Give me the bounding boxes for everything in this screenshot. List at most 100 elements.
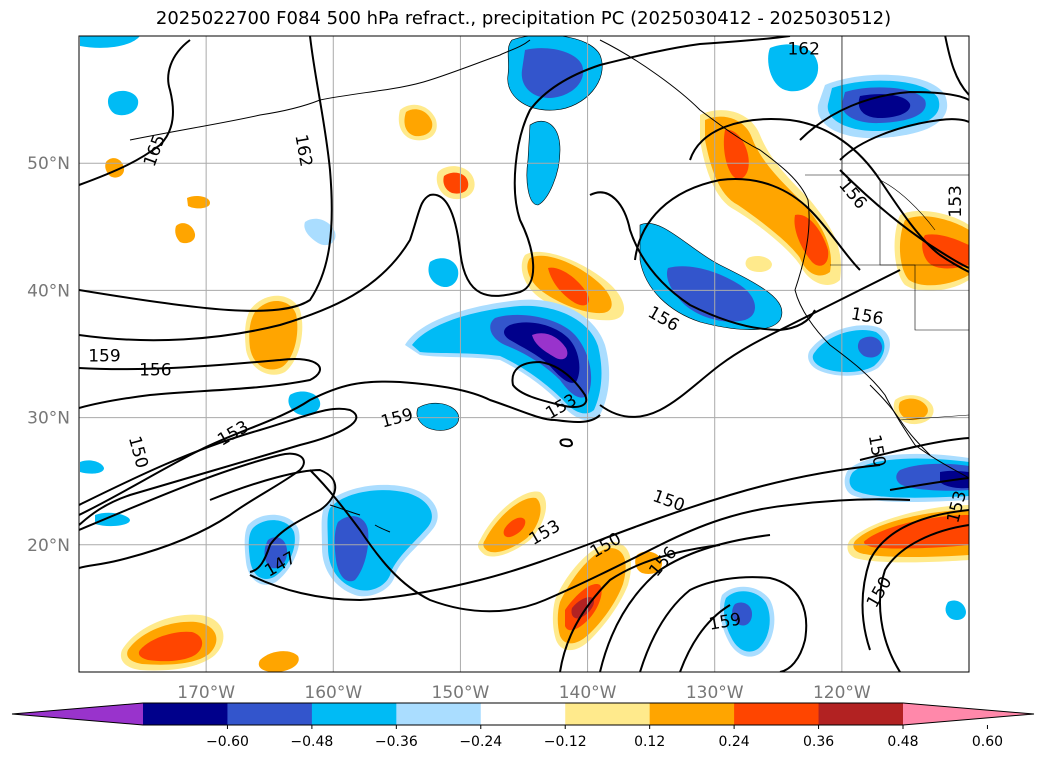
contour-line <box>79 36 333 312</box>
precip-blob <box>258 651 299 672</box>
contour-label-text: 150 <box>863 573 897 611</box>
contour-line <box>599 269 901 418</box>
contour-label-text: 156 <box>834 176 870 214</box>
contour-label: 156 <box>849 304 884 329</box>
precip-blob <box>898 398 928 421</box>
contour-line <box>639 576 808 672</box>
precip-blob <box>768 44 819 92</box>
colorbar-tick-label: −0.48 <box>290 734 333 750</box>
colorbar-segment <box>143 703 228 725</box>
contour-line <box>79 407 358 526</box>
longitude-labels: 170°W 160°W 150°W 140°W 130°W 120°W <box>177 683 871 703</box>
contour-label-text: 153 <box>214 417 252 451</box>
colorbar-segment <box>396 703 482 725</box>
colorbar-outline <box>11 702 1035 726</box>
precip-blob <box>428 258 459 288</box>
precip-blob <box>745 256 772 272</box>
contour-line <box>879 524 969 672</box>
precip-blob <box>416 402 459 431</box>
contour-line <box>944 36 969 96</box>
contour-label-text: 159 <box>88 346 120 366</box>
refractivity-contours <box>79 36 969 672</box>
graticule <box>79 36 969 672</box>
precip-blob <box>304 218 336 246</box>
colorbar-tick-label: −0.12 <box>544 734 587 750</box>
lat-tick-label: 20°N <box>27 536 70 556</box>
precip-blob <box>858 94 911 118</box>
contour-line <box>689 118 969 273</box>
precip-blob <box>334 516 369 582</box>
precip-blob <box>443 172 469 194</box>
contour-line <box>559 438 573 448</box>
contour-line <box>209 468 337 573</box>
colorbar-segment <box>227 703 313 725</box>
map-frame <box>78 35 970 673</box>
precip-blob <box>857 336 883 358</box>
contour-line <box>249 464 881 602</box>
colorbar-extend-max <box>903 703 1034 725</box>
lon-tick-label: 170°W <box>177 683 235 703</box>
colorbar-tick-label: −0.24 <box>459 734 502 750</box>
colorbar-segment <box>818 703 904 725</box>
contour-label: 150 <box>124 434 152 471</box>
precip-blob <box>635 551 663 574</box>
coastline <box>129 99 321 141</box>
precip-blob <box>945 600 966 620</box>
contour-line <box>79 452 305 569</box>
colorbar-tick-label: 0.36 <box>803 734 834 750</box>
lat-tick-label: 50°N <box>27 154 70 174</box>
contour-line <box>839 118 969 161</box>
contour-line <box>889 477 969 491</box>
precip-blob <box>732 602 752 626</box>
contour-label-text: 153 <box>946 185 966 217</box>
contour-line <box>559 544 721 672</box>
colorbar-segment <box>565 703 651 725</box>
lon-tick-label: 130°W <box>686 683 744 703</box>
colorbar-segment <box>734 703 820 725</box>
precip-blob <box>175 223 196 244</box>
contour-label: 162 <box>787 40 819 60</box>
precip-blob <box>80 36 140 48</box>
precip-blob <box>187 195 210 209</box>
contour-label-text: 165 <box>140 132 170 169</box>
lon-tick-label: 120°W <box>813 683 871 703</box>
contour-label-text: 162 <box>787 40 819 60</box>
precip-blob <box>571 597 595 619</box>
colorbar-segment <box>649 703 735 725</box>
contour-label: 156 <box>645 543 681 581</box>
contour-line <box>839 169 969 269</box>
precip-blob <box>504 322 580 383</box>
colorbar-tick-label: −0.36 <box>375 734 418 750</box>
precip-blob <box>521 48 584 98</box>
contour-line <box>634 178 861 271</box>
latitude-labels: 50°N 40°N 30°N 20°N <box>27 154 70 556</box>
precip-blob <box>249 300 298 370</box>
contour-line <box>679 604 731 672</box>
precip-blob <box>864 515 969 549</box>
contour-line <box>79 36 791 342</box>
contour-line <box>79 358 321 409</box>
contour-line <box>861 509 969 651</box>
colorbar-segment <box>480 703 566 725</box>
colorbar-tick-label: 0.12 <box>634 734 665 750</box>
border <box>830 264 969 331</box>
map-title: 2025022700 F084 500 hPa refract., precip… <box>155 8 892 29</box>
colorbar: −0.60 −0.48 −0.36 −0.24 −0.12 0.12 0.24 0.36 0.4… <box>11 702 1035 750</box>
contour-label-text: 156 <box>849 304 884 329</box>
contour-line <box>799 90 969 141</box>
lon-tick-label: 160°W <box>304 683 362 703</box>
precip-blob <box>138 631 203 662</box>
contour-line <box>511 360 588 408</box>
colorbar-tick-label: 0.24 <box>719 734 750 750</box>
precip-blob <box>80 460 104 474</box>
precip-blob <box>107 90 139 116</box>
contour-line <box>589 191 816 332</box>
lon-tick-label: 140°W <box>559 683 617 703</box>
lon-tick-label: 150°W <box>432 683 490 703</box>
contour-label: 156 <box>139 360 171 380</box>
precip-blob <box>548 267 590 306</box>
precipitation-shading <box>80 36 969 672</box>
colorbar-tick-label: 0.60 <box>972 734 1003 750</box>
precip-blob <box>404 109 433 137</box>
